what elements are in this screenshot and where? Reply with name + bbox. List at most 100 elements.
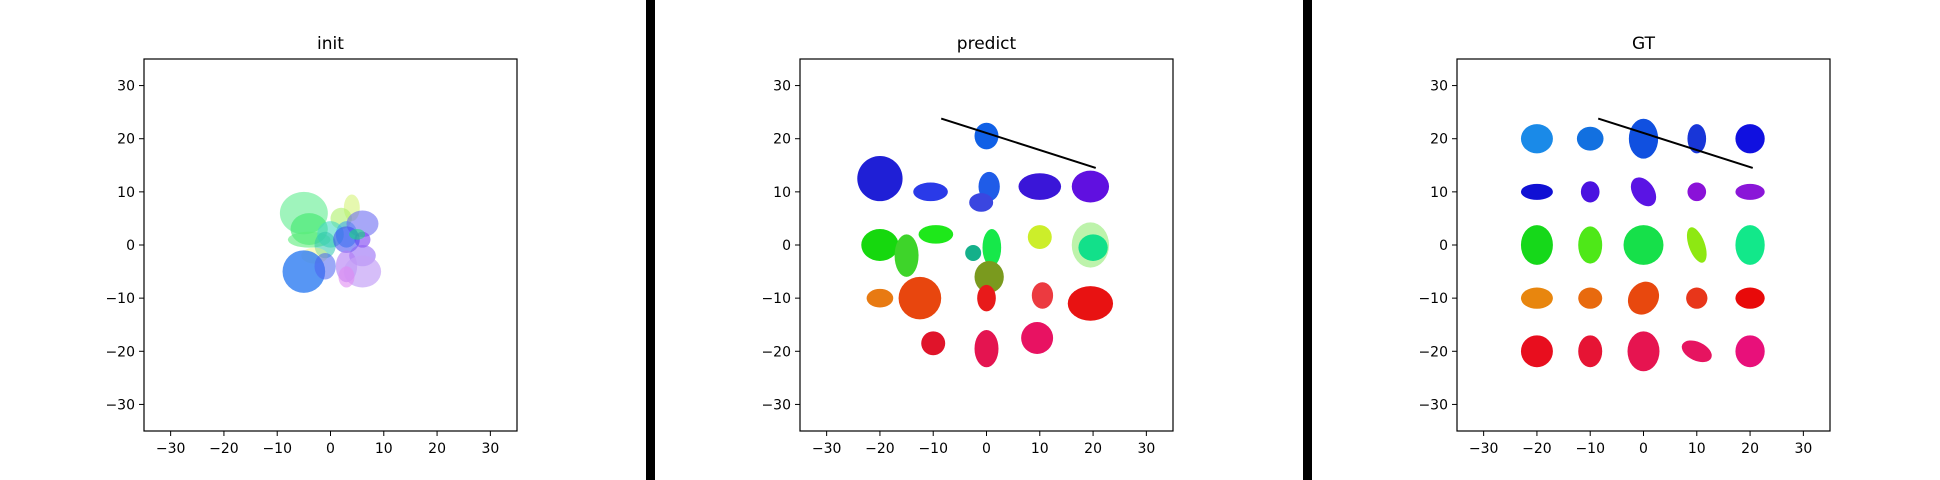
x-tick-label: 0 (326, 441, 335, 457)
y-tick-label: 10 (117, 185, 135, 201)
ellipse-mark (1021, 322, 1054, 354)
x-tick-label: 30 (1794, 441, 1812, 457)
panel-divider-right (1303, 0, 1312, 480)
ellipse-mark (1686, 227, 1707, 263)
ellipse-mark (1520, 335, 1553, 368)
ellipse-mark (314, 231, 336, 259)
y-tick-label: −20 (1418, 344, 1448, 360)
x-tick-label: 30 (1137, 441, 1155, 457)
ellipse-mark (1686, 287, 1708, 309)
y-tick-label: 20 (1430, 132, 1448, 148)
x-tick-label: 20 (428, 441, 446, 457)
ellipse-mark (1578, 287, 1603, 309)
ellipse-mark (1071, 170, 1110, 203)
ellipse-mark (1067, 286, 1114, 321)
x-tick-label: 30 (481, 441, 499, 457)
ellipse-mark (1735, 335, 1765, 368)
ellipse-mark (1623, 225, 1664, 265)
x-tick-label: −10 (918, 441, 948, 457)
y-tick-label: −30 (105, 397, 135, 413)
y-tick-label: −20 (105, 344, 135, 360)
x-tick-label: 10 (1031, 441, 1049, 457)
ellipse-mark (314, 252, 336, 280)
ellipse-mark (1520, 225, 1553, 265)
ellipse-mark (1735, 183, 1765, 200)
y-tick-label: −10 (1418, 291, 1448, 307)
ellipse-mark (1578, 335, 1603, 368)
y-tick-label: −30 (761, 397, 791, 413)
x-tick-label: 20 (1084, 441, 1102, 457)
ellipse-mark (1627, 281, 1660, 315)
chart-title: init (317, 34, 344, 54)
x-tick-label: 0 (982, 441, 991, 457)
y-tick-label: 0 (1439, 238, 1448, 254)
line-mark (1597, 117, 1754, 169)
x-tick-label: −10 (262, 441, 292, 457)
panel-2: GT −30 −20 −10 0 10 20 30 −30 −20 −10 0 10 20 30 (1418, 34, 1831, 457)
ellipse-mark (1735, 124, 1765, 154)
ellipse-mark (894, 234, 919, 277)
ellipse-mark (1687, 182, 1707, 202)
line-mark (940, 117, 1097, 169)
y-tick-label: 20 (773, 132, 791, 148)
x-tick-label: −20 (209, 441, 239, 457)
x-tick-label: −30 (156, 441, 186, 457)
ellipse-mark (969, 193, 994, 212)
ellipse-mark (1520, 287, 1553, 309)
x-tick-label: 20 (1741, 441, 1759, 457)
ellipse-mark (1580, 181, 1600, 203)
chart-title: GT (1632, 34, 1656, 54)
ellipse-mark (1576, 126, 1604, 151)
ellipse-mark (898, 276, 942, 320)
panel-divider-left (646, 0, 655, 480)
ellipse-mark (1078, 234, 1108, 261)
ellipse-mark (913, 182, 948, 202)
ellipse-mark (918, 225, 954, 244)
ellipse-mark (921, 331, 946, 356)
y-tick-label: 0 (126, 238, 135, 254)
ellipse-mark (338, 266, 355, 288)
ellipse-mark (1628, 118, 1659, 159)
y-tick-label: 30 (773, 79, 791, 95)
ellipse-mark (861, 229, 899, 261)
y-tick-label: −30 (1418, 397, 1448, 413)
ellipse-mark (1018, 173, 1062, 200)
ellipse-mark (1520, 183, 1553, 200)
ellipse-mark (1687, 124, 1707, 154)
y-tick-label: 30 (1430, 79, 1448, 95)
y-tick-label: 30 (117, 79, 135, 95)
x-tick-label: 10 (1688, 441, 1706, 457)
ellipse-mark (1031, 282, 1054, 309)
ellipse-mark (974, 260, 1004, 293)
x-tick-label: 10 (375, 441, 393, 457)
ellipse-mark (1578, 226, 1603, 264)
x-tick-label: −20 (1522, 441, 1552, 457)
y-tick-label: −10 (761, 291, 791, 307)
plot-area (1520, 117, 1765, 372)
ellipse-mark (1520, 124, 1553, 154)
y-tick-label: −10 (105, 291, 135, 307)
ellipse-mark (982, 229, 1002, 267)
ellipse-mark (1627, 331, 1660, 372)
ellipse-mark (1735, 287, 1765, 309)
x-tick-label: −30 (1469, 441, 1499, 457)
chart-title: predict (957, 34, 1017, 54)
ellipse-mark (974, 330, 999, 368)
ellipse-mark (974, 122, 999, 150)
x-tick-label: −30 (812, 441, 842, 457)
ellipse-mark (1630, 177, 1657, 207)
ellipse-mark (349, 229, 366, 240)
panel-1: predict −30 −20 −10 0 10 20 30 −30 −20 −10 0 10 20 30 (761, 34, 1174, 457)
plot-area (279, 191, 382, 293)
y-tick-label: 0 (782, 238, 791, 254)
x-tick-label: −10 (1575, 441, 1605, 457)
ellipse-mark (857, 155, 903, 202)
y-tick-label: 10 (773, 185, 791, 201)
x-tick-label: −20 (865, 441, 895, 457)
ellipse-mark (1681, 340, 1712, 363)
y-tick-label: 20 (117, 132, 135, 148)
y-tick-label: 10 (1430, 185, 1448, 201)
ellipse-mark (1735, 225, 1765, 265)
ellipse-mark (866, 288, 894, 308)
